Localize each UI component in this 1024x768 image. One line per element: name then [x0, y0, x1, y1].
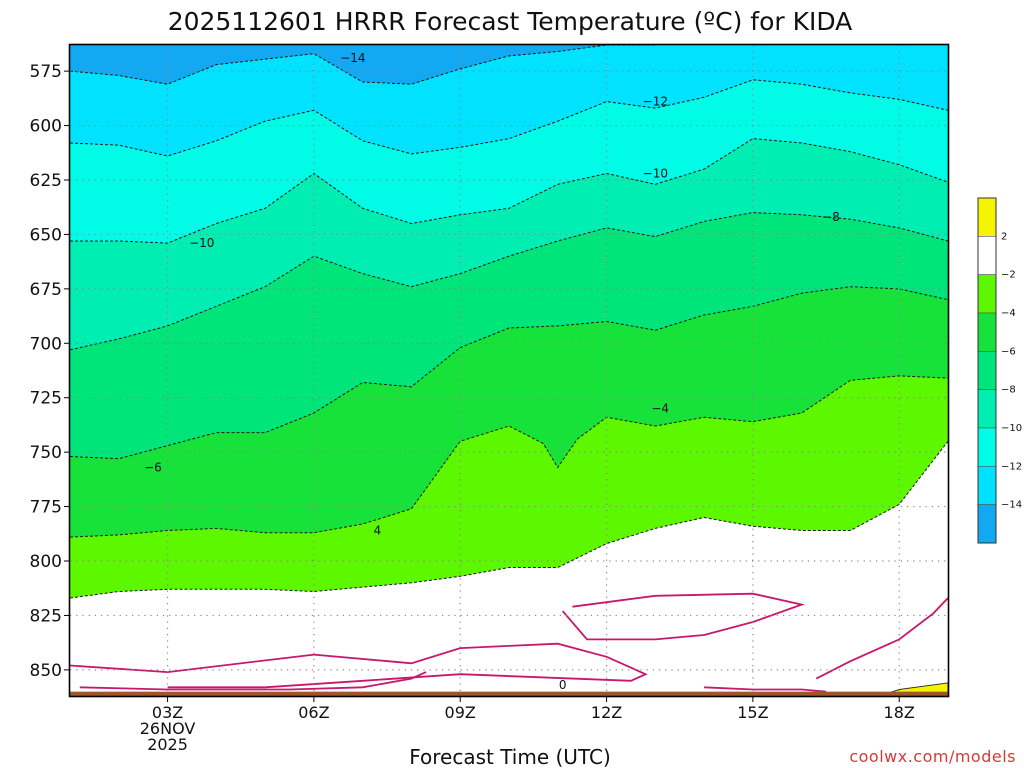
- isotherm-6: [69, 286, 949, 460]
- ground: [70, 691, 948, 696]
- colorbar-label: −4: [1001, 308, 1016, 319]
- grid-lines: [70, 45, 948, 696]
- isotherm-4: [69, 375, 949, 538]
- colorbar-swatch: [977, 312, 997, 352]
- colorbar-label: −12: [1001, 461, 1022, 472]
- isotherm-10: [70, 138, 949, 244]
- contour-label: −6: [144, 460, 162, 474]
- y-tick-label: 775: [30, 498, 62, 518]
- zero-isotherm-4: [79, 671, 427, 691]
- chart-title: 2025112601 HRRR Forecast Temperature (ºC…: [168, 7, 853, 36]
- x-tick-label: 03Z: [152, 703, 183, 722]
- plot-area: [69, 44, 949, 697]
- colorbar-swatch: [977, 236, 997, 275]
- colorbar-swatch: [977, 274, 997, 314]
- x-tick-label: 06Z: [298, 703, 329, 722]
- credit-link[interactable]: coolwx.com/models: [849, 747, 1016, 766]
- contour-label: −14: [340, 51, 365, 65]
- temp-band-above-2: [70, 441, 948, 696]
- colorbar-swatch: [977, 504, 997, 544]
- y-tick-label: 725: [30, 389, 62, 409]
- colorbar-swatch: [977, 466, 997, 505]
- y-tick-label: 575: [30, 62, 62, 82]
- isotherm-2: [69, 440, 949, 599]
- x-tick-label: 15Z: [737, 703, 768, 722]
- plot-frame: [68, 43, 950, 698]
- contour-label: 0: [559, 678, 567, 692]
- contour-label: −10: [189, 236, 214, 250]
- contour-labels: −14 −12 −10 −10 −8 −6 −4 4 0: [144, 51, 840, 692]
- x-tick-label: 09Z: [445, 703, 476, 722]
- y-tick-label: 700: [30, 334, 62, 354]
- colorbar-swatch: [977, 389, 997, 429]
- colorbar-swatch: [977, 351, 997, 390]
- y-tick-label: 800: [30, 552, 62, 572]
- zero-isotherm-3: [815, 597, 949, 680]
- y-tick-label: 600: [30, 117, 62, 137]
- colorbar: 2 −2 −4 −6 −8 −10 −12 −14: [977, 197, 1022, 544]
- y-axis: 575 600 625 650 675 700 725 750 775 800 825 850: [30, 62, 70, 681]
- contour-label: −12: [643, 95, 668, 109]
- colorbar-label: 2: [1001, 231, 1007, 242]
- x-tick-label: 12Z: [591, 703, 622, 722]
- y-tick-label: 850: [30, 661, 62, 681]
- contour-label: 4: [373, 524, 381, 538]
- x-tick-label: 2025: [147, 735, 188, 754]
- colorbar-swatch: [977, 427, 997, 467]
- colorbar-label: −14: [1001, 500, 1022, 511]
- y-tick-label: 825: [30, 606, 62, 626]
- y-tick-label: 650: [30, 225, 62, 245]
- x-tick-label: 26NOV: [140, 719, 196, 738]
- isotherm-8: [69, 212, 949, 351]
- zero-isotherm-1: [69, 642, 648, 689]
- y-tick-label: 625: [30, 171, 62, 191]
- colorbar-label: −8: [1001, 385, 1016, 396]
- y-tick-label: 750: [30, 443, 62, 463]
- colorbar-label: −10: [1001, 423, 1022, 434]
- zero-isotherm-5: [704, 686, 827, 693]
- colorbar-label: −2: [1001, 270, 1016, 281]
- colorbar-swatch: [977, 197, 997, 237]
- contour-label: −4: [651, 402, 669, 416]
- colorbar-label: −6: [1001, 346, 1016, 357]
- contour-label: −8: [822, 210, 840, 224]
- y-tick-label: 675: [30, 280, 62, 300]
- contour-label: −10: [643, 166, 668, 180]
- x-tick-label: 18Z: [884, 703, 915, 722]
- colorbar-frame: [977, 197, 997, 544]
- x-axis-label: Forecast Time (UTC): [409, 745, 611, 768]
